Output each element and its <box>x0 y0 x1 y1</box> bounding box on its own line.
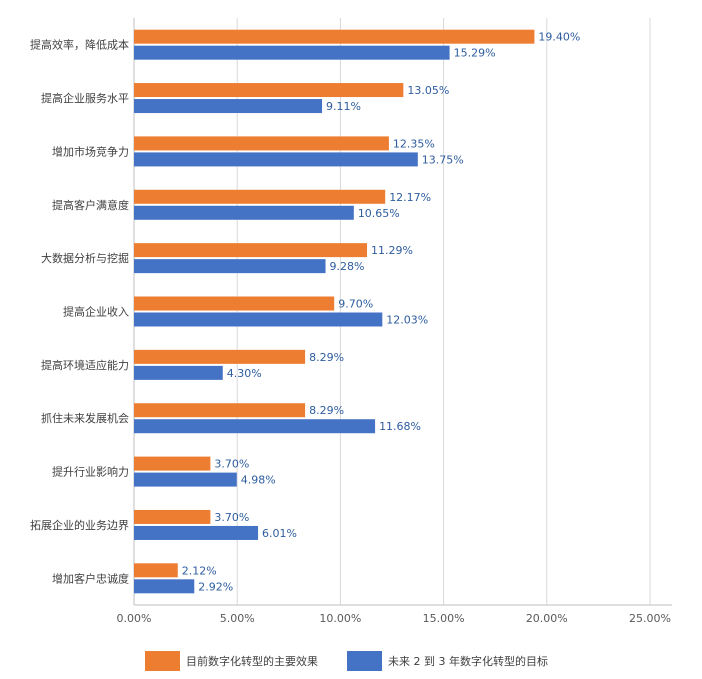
legend-item-future: 未来 2 到 3 年数字化转型的目标 <box>347 651 548 671</box>
bar-current <box>134 136 389 151</box>
data-label-current: 8.29% <box>309 404 344 417</box>
bar-future <box>134 419 376 434</box>
bar-chart: 19.40% 15.29% 13.05% 9.11% 12.35% 13.75% 12.17… <box>30 18 672 625</box>
legend-swatch-current <box>145 651 180 671</box>
bar-current <box>134 243 368 258</box>
data-label-current: 3.70% <box>214 511 249 524</box>
category-label: 拓展企业的业务边界 <box>30 518 129 532</box>
category-label: 提高客户满意度 <box>52 198 129 212</box>
legend-item-current: 目前数字化转型的主要效果 <box>145 651 318 671</box>
gridlines <box>133 18 651 605</box>
category-label: 提高环境适应能力 <box>41 358 129 372</box>
bar-future <box>134 365 223 380</box>
x-tick-label: 15.00% <box>423 612 465 625</box>
bar-current <box>134 509 211 524</box>
data-label-current: 3.70% <box>214 458 249 471</box>
bar-current <box>134 456 211 471</box>
legend-swatch-future <box>347 651 382 671</box>
data-label-future: 13.75% <box>422 153 464 166</box>
data-label-future: 9.28% <box>330 260 365 273</box>
bar-future <box>134 472 237 487</box>
data-label-current: 19.40% <box>538 31 580 44</box>
legend-label-future: 未来 2 到 3 年数字化转型的目标 <box>388 655 548 668</box>
bar-future <box>134 99 323 114</box>
data-label-current: 8.29% <box>309 351 344 364</box>
bar-future <box>134 205 354 220</box>
x-tick-labels: 0.00% 5.00% 10.00% 15.00% 20.00% 25.00% <box>117 612 671 625</box>
category-label: 增加客户忠诚度 <box>52 571 129 585</box>
x-tick-label: 20.00% <box>526 612 568 625</box>
data-label-current: 13.05% <box>407 84 449 97</box>
data-label-current: 9.70% <box>338 298 373 311</box>
bar-current <box>134 349 306 364</box>
category-label: 增加市场竞争力 <box>52 144 129 158</box>
x-tick-label: 0.00% <box>117 612 152 625</box>
data-label-future: 10.65% <box>358 207 400 220</box>
bar-series <box>134 29 535 594</box>
bar-current <box>134 563 178 578</box>
category-label: 提升行业影响力 <box>52 466 129 479</box>
data-label-future: 4.98% <box>241 474 276 487</box>
legend-label-current: 目前数字化转型的主要效果 <box>186 655 318 668</box>
bar-future <box>134 525 259 540</box>
data-labels: 19.40% 15.29% 13.05% 9.11% 12.35% 13.75% 12.17… <box>182 31 581 594</box>
category-label: 提高企业收入 <box>63 305 129 319</box>
bar-current <box>134 296 335 311</box>
bar-future <box>134 259 326 274</box>
bar-future <box>134 45 450 60</box>
data-label-future: 15.29% <box>454 47 496 60</box>
legend: 目前数字化转型的主要效果 未来 2 到 3 年数字化转型的目标 <box>0 651 702 673</box>
bar-future <box>134 579 195 594</box>
data-label-future: 4.30% <box>227 367 262 380</box>
bar-current <box>134 403 306 418</box>
category-label: 提高效率，降低成本 <box>30 38 129 52</box>
bar-current <box>134 189 386 204</box>
data-label-future: 9.11% <box>326 100 361 113</box>
bar-future <box>134 152 418 167</box>
data-label-future: 12.03% <box>386 314 428 327</box>
data-label-future: 6.01% <box>262 527 297 540</box>
data-label-future: 2.92% <box>198 580 233 593</box>
data-label-current: 12.17% <box>389 191 431 204</box>
data-label-current: 11.29% <box>371 244 413 257</box>
data-label-current: 12.35% <box>393 137 435 150</box>
x-tick-label: 10.00% <box>319 612 361 625</box>
category-label: 抓住未来发展机会 <box>41 411 129 425</box>
bar-current <box>134 83 404 98</box>
category-label: 大数据分析与挖掘 <box>41 251 129 265</box>
bar-future <box>134 312 383 327</box>
category-labels: 提高效率，降低成本提高企业服务水平增加市场竞争力提高客户满意度大数据分析与挖掘提… <box>30 38 129 586</box>
category-label: 提高企业服务水平 <box>41 91 129 105</box>
bar-current <box>134 29 535 44</box>
x-tick-label: 5.00% <box>220 612 255 625</box>
data-label-current: 2.12% <box>182 564 217 577</box>
x-tick-label: 25.00% <box>629 612 671 625</box>
data-label-future: 11.68% <box>379 420 421 433</box>
